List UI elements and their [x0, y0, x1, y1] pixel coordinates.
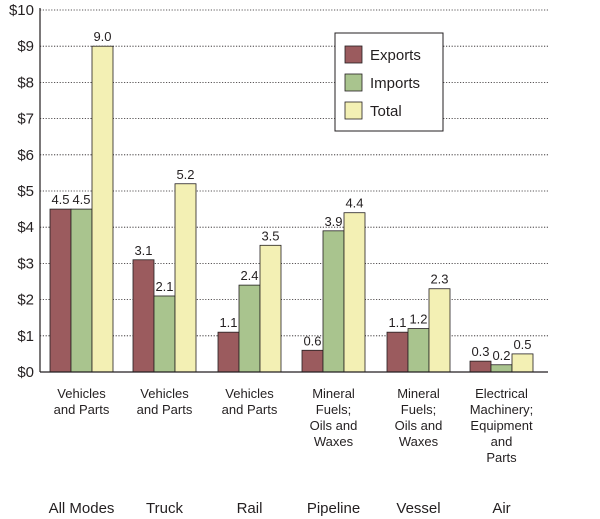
- bar-total: [91, 45, 114, 373]
- category-label: Mineral: [312, 386, 355, 401]
- data-label: 0.6: [303, 333, 321, 348]
- bar-exports: [386, 331, 409, 373]
- bar-imports: [490, 364, 513, 373]
- data-label: 4.5: [72, 192, 90, 207]
- legend: Exports Imports Total: [334, 32, 444, 132]
- value-labels: 4.5 4.59.03.12.15.21.12.43.50.63.94.41.1 1…: [51, 29, 531, 363]
- bar-imports: [70, 208, 93, 373]
- data-label: 0.2: [492, 348, 510, 363]
- category-label: and Parts: [54, 402, 110, 417]
- mode-label: All Modes: [49, 500, 115, 517]
- legend-swatch: [344, 101, 363, 120]
- data-label: 0.3: [471, 344, 489, 359]
- mode-label: Vessel: [396, 500, 440, 517]
- bar-imports: [238, 284, 261, 373]
- category-label: Parts: [486, 450, 517, 465]
- bar-total: [259, 244, 282, 373]
- category-label: and Parts: [222, 402, 278, 417]
- data-label: 9.0: [93, 29, 111, 44]
- data-label: 3.5: [261, 228, 279, 243]
- y-axis-ticks: $0 $1 $2 $3 $4 $5 $6 $7 $8 $9 $10: [9, 2, 34, 381]
- y-tick-label: $4: [17, 219, 34, 236]
- mode-label: Air: [492, 500, 510, 517]
- bar-exports: [469, 360, 492, 373]
- category-label: Fuels;: [316, 402, 351, 417]
- category-label: Vehicles: [57, 386, 106, 401]
- bar-total: [174, 183, 197, 373]
- category-label: Vehicles: [225, 386, 274, 401]
- category-label: and Parts: [137, 402, 193, 417]
- y-tick-label: $9: [17, 38, 34, 55]
- y-tick-label: $1: [17, 328, 34, 345]
- category-label: Electrical: [475, 386, 528, 401]
- data-label: 0.5: [513, 337, 531, 352]
- data-label: 5.2: [176, 167, 194, 182]
- y-tick-label: $0: [17, 364, 34, 381]
- data-label: 3.1: [134, 243, 152, 258]
- legend-label: Total: [370, 103, 402, 120]
- mode-labels: All Modes Truck Rail Pipeline Vessel Air: [49, 500, 511, 517]
- category-label: Machinery;: [470, 402, 534, 417]
- data-label: 4.5: [51, 192, 69, 207]
- data-label: 2.1: [155, 279, 173, 294]
- category-label: Waxes: [314, 434, 354, 449]
- mode-label: Rail: [237, 500, 263, 517]
- data-label: 1.2: [409, 312, 427, 327]
- bar-exports: [49, 208, 72, 373]
- category-label: Fuels;: [401, 402, 436, 417]
- bar-exports: [132, 259, 155, 373]
- data-label: 2.3: [430, 272, 448, 287]
- category-label: Vehicles: [140, 386, 189, 401]
- y-tick-label: $10: [9, 2, 34, 19]
- bars: [49, 45, 534, 373]
- y-tick-label: $5: [17, 183, 34, 200]
- bar-total: [511, 353, 534, 373]
- category-label: Mineral: [397, 386, 440, 401]
- y-tick-label: $8: [17, 74, 34, 91]
- y-tick-label: $7: [17, 111, 34, 128]
- data-label: 1.1: [388, 315, 406, 330]
- bar-imports: [322, 230, 345, 373]
- bar-exports: [301, 349, 324, 373]
- legend-swatch: [344, 45, 363, 64]
- data-label: 1.1: [219, 315, 237, 330]
- category-label: Oils and: [395, 418, 443, 433]
- bar-total: [343, 212, 366, 373]
- data-label: 4.4: [345, 196, 363, 211]
- legend-label: Imports: [370, 75, 420, 92]
- category-label: Equipment: [470, 418, 533, 433]
- mode-label: Truck: [146, 500, 183, 517]
- y-tick-label: $6: [17, 147, 34, 164]
- category-label: Oils and: [310, 418, 358, 433]
- mode-label: Pipeline: [307, 500, 360, 517]
- data-label: 2.4: [240, 268, 258, 283]
- category-label: Waxes: [399, 434, 439, 449]
- legend-label: Exports: [370, 47, 421, 64]
- bar-imports: [407, 328, 430, 373]
- bar-total: [428, 288, 451, 373]
- bar-exports: [217, 331, 240, 373]
- y-tick-label: $2: [17, 292, 34, 309]
- category-label: and: [491, 434, 513, 449]
- legend-swatch: [344, 73, 363, 92]
- data-label: 3.9: [324, 214, 342, 229]
- bar-imports: [153, 295, 176, 373]
- grid-lines: [40, 9, 548, 337]
- y-tick-label: $3: [17, 255, 34, 272]
